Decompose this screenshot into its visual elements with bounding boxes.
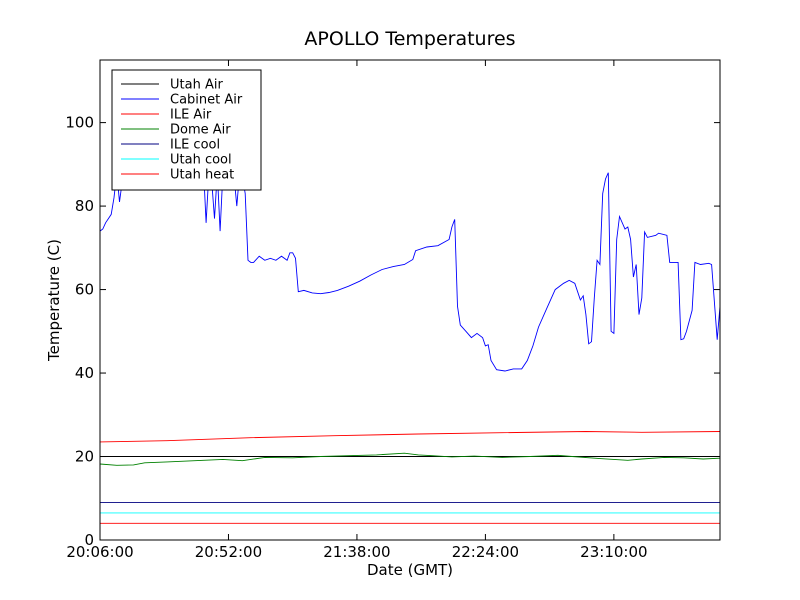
x-tick-label: 22:24:00 (452, 543, 519, 561)
x-axis-label: Date (GMT) (367, 561, 453, 579)
y-tick-label: 0 (84, 531, 94, 549)
x-tick-label: 20:06:00 (66, 543, 133, 561)
series-line-dome-air (100, 452, 720, 466)
legend-label-cabinet-air: Cabinet Air (170, 93, 243, 108)
legend-box (111, 69, 262, 191)
axis-ticks: 0 20 40 60 80 100 20:06:00 20:52:00 21:38:00 22:2… (65, 60, 720, 561)
y-tick-label: 100 (65, 114, 94, 132)
legend-label-dome-air: Dome Air (170, 123, 231, 138)
chart-title: APOLLO Temperatures (304, 28, 515, 50)
legend-label-utah-air: Utah Air (170, 78, 223, 93)
x-tick-label: 21:38:00 (323, 543, 390, 561)
y-tick-label: 20 (75, 448, 94, 466)
legend-label-ile-cool: ILE cool (170, 138, 220, 153)
x-tick-label: 20:52:00 (195, 543, 262, 561)
legend-label-ile-air: ILE Air (170, 108, 212, 123)
y-tick-label: 80 (75, 197, 94, 215)
series-line-ile-air (100, 431, 720, 443)
legend-label-utah-cool: Utah cool (170, 153, 232, 168)
plot-frame (99, 59, 721, 541)
y-tick-label: 40 (75, 364, 94, 382)
y-tick-label: 60 (75, 281, 94, 299)
legend-label-utah-heat: Utah heat (170, 168, 234, 183)
x-tick-label: 23:10:00 (580, 543, 647, 561)
y-axis-label: Temperature (C) (45, 239, 63, 362)
